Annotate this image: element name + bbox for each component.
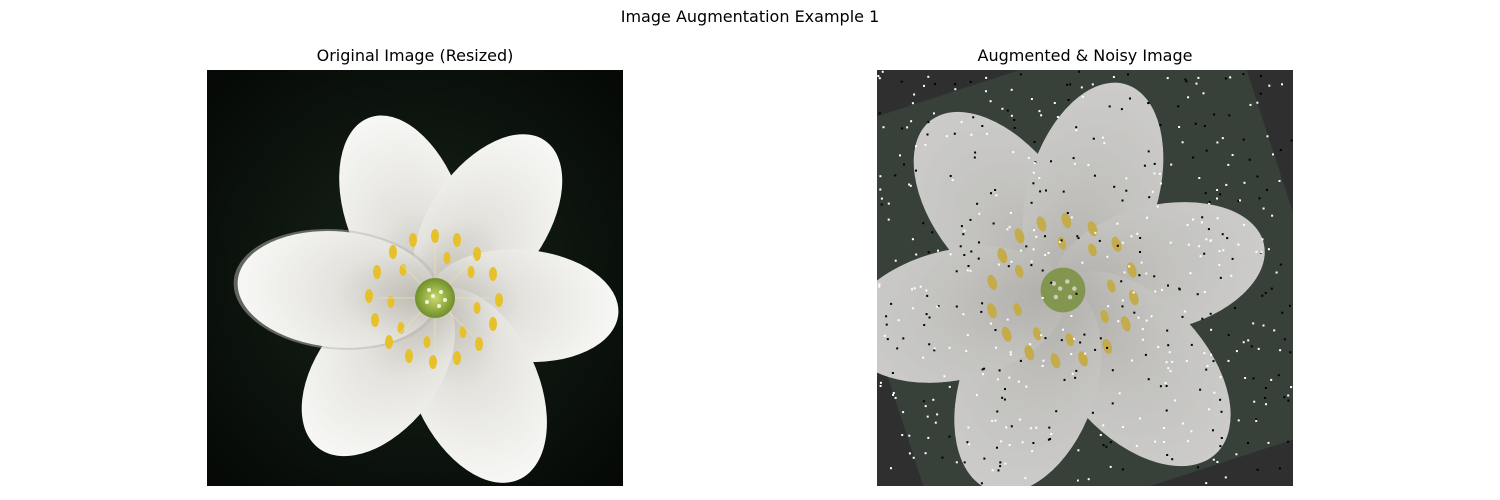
original-image-title: Original Image (Resized) xyxy=(316,46,514,65)
figure-title: Image Augmentation Example 1 xyxy=(620,7,880,26)
augmented-flower-image xyxy=(877,70,1293,486)
augmented-image-title: Augmented & Noisy Image xyxy=(977,46,1193,65)
original-image-panel: Original Image (Resized) xyxy=(207,44,623,486)
original-flower-image xyxy=(207,70,623,486)
augmented-image-panel: Augmented & Noisy Image xyxy=(877,44,1293,486)
